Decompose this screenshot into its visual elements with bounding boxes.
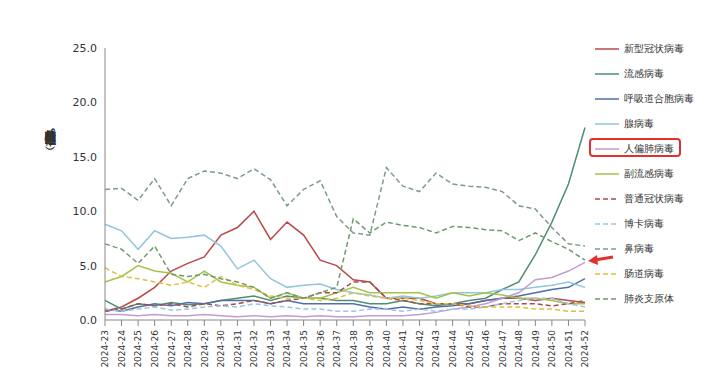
svg-text:2024-33: 2024-33 [266,330,276,368]
svg-text:2024-25: 2024-25 [133,330,143,368]
svg-text:2024-30: 2024-30 [216,330,226,368]
svg-text:2024-34: 2024-34 [282,330,292,368]
svg-text:2024-52: 2024-52 [580,330,590,368]
svg-text:25.0: 25.0 [73,42,98,55]
svg-text:2024-46: 2024-46 [481,330,491,368]
svg-text:2024-48: 2024-48 [514,330,524,368]
html-text:肠道病毒: 肠道病毒 [624,267,664,279]
html-text:核酸检测阳性率（%）: 核酸检测阳性率（%） [44,120,57,141]
svg-text:2024-28: 2024-28 [183,330,193,368]
html-text:呼吸道合胞病毒: 呼吸道合胞病毒 [624,92,694,104]
svg-text:2024-38: 2024-38 [349,330,359,368]
svg-text:2024-49: 2024-49 [531,330,541,368]
svg-text:2024-23: 2024-23 [100,330,110,368]
svg-text:2024-32: 2024-32 [249,330,259,368]
html-text:新型冠状病毒: 新型冠状病毒 [624,42,684,54]
svg-text:0.0: 0.0 [80,314,98,327]
svg-text:2024-24: 2024-24 [117,330,127,368]
svg-text:2024-40: 2024-40 [382,330,392,368]
svg-text:2024-44: 2024-44 [448,330,458,368]
html-text:副流感病毒: 副流感病毒 [624,167,674,179]
html-text:鼻病毒: 鼻病毒 [624,242,654,254]
svg-text:2024-51: 2024-51 [564,330,574,368]
svg-text:20.0: 20.0 [73,96,98,109]
svg-text:15.0: 15.0 [73,151,98,164]
svg-text:2024-50: 2024-50 [547,330,557,368]
svg-text:10.0: 10.0 [73,205,98,218]
svg-text:2024-42: 2024-42 [415,330,425,368]
html-text:肺炎支原体: 肺炎支原体 [624,292,674,304]
svg-text:2024-47: 2024-47 [498,330,508,368]
html-text:人偏肺病毒: 人偏肺病毒 [624,142,674,154]
svg-text:2024-27: 2024-27 [167,330,177,368]
svg-text:2024-26: 2024-26 [150,330,160,368]
html-text:腺病毒: 腺病毒 [624,117,654,129]
svg-text:2024-45: 2024-45 [465,330,475,368]
svg-text:2024-31: 2024-31 [233,330,243,368]
html-text:博卡病毒: 博卡病毒 [624,217,664,229]
svg-text:2024-41: 2024-41 [398,330,408,368]
html-text:普通冠状病毒: 普通冠状病毒 [624,192,684,204]
svg-text:2024-35: 2024-35 [299,330,309,368]
svg-text:2024-37: 2024-37 [332,330,342,368]
svg-text:2024-39: 2024-39 [365,330,375,368]
svg-text:5.0: 5.0 [80,260,98,273]
svg-text:2024-29: 2024-29 [200,330,210,368]
svg-text:2024-36: 2024-36 [316,330,326,368]
html-text:流感病毒: 流感病毒 [624,67,664,79]
svg-text:2024-43: 2024-43 [431,330,441,368]
